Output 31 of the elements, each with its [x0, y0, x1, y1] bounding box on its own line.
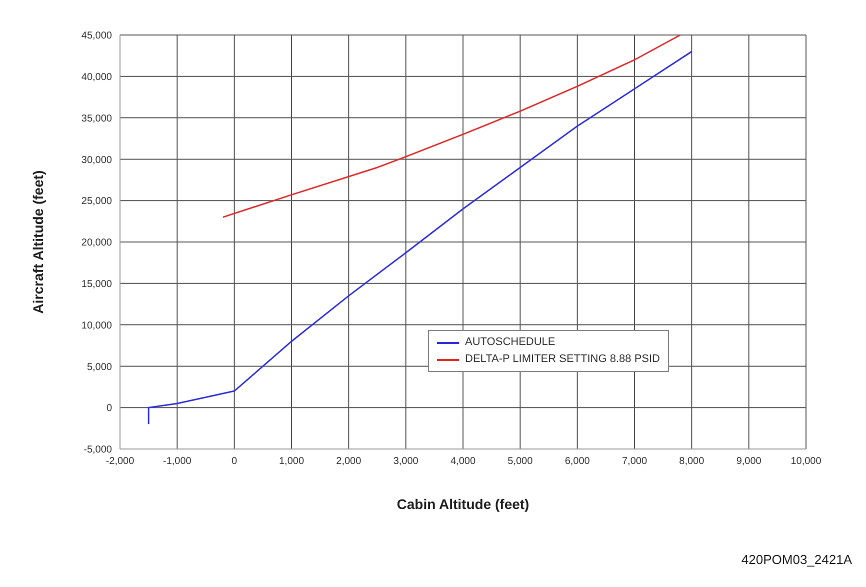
x-tick-label: 10,000 [790, 456, 822, 468]
x-tick-label: 3,000 [393, 456, 419, 468]
legend-label: DELTA-P LIMITER SETTING 8.88 PSID [465, 352, 660, 367]
legend-label: AUTOSCHEDULE [465, 335, 556, 350]
y-tick-label: 35,000 [81, 113, 112, 124]
y-tick-label: 10,000 [81, 320, 112, 332]
x-tick-label: -1,000 [162, 456, 192, 468]
x-tick-label: 4,000 [450, 456, 476, 468]
y-axis-title: Aircraft Altitude (feet) [30, 170, 46, 314]
line-series [222, 35, 681, 218]
x-tick-label: 7,000 [622, 456, 648, 468]
x-tick-label: 6,000 [564, 456, 590, 468]
text: 420POM03_2421A [741, 552, 852, 567]
y-tick-label: 30,000 [81, 154, 112, 166]
line-series [148, 50, 692, 425]
x-tick-label: -2,000 [106, 456, 135, 468]
y-tick-label: 20,000 [81, 238, 112, 249]
y-tick-label: 0 [106, 403, 112, 414]
y-tick-label: 15,000 [81, 278, 112, 290]
x-axis-title: Cabin Altitude (feet) [396, 496, 530, 512]
y-tick-label: 40,000 [81, 72, 112, 83]
x-tick-label: 2,000 [336, 456, 362, 468]
y-tick-label: 45,000 [81, 30, 112, 42]
y-tick-label: 5,000 [86, 362, 112, 373]
y-tick-label: 25,000 [81, 196, 112, 208]
x-tick-label: 8,000 [679, 456, 705, 468]
x-tick-label: 9,000 [736, 456, 762, 468]
x-tick-label: 1,000 [278, 456, 304, 468]
x-tick-label: 0 [232, 456, 238, 468]
x-tick-label: 5,000 [508, 456, 534, 468]
y-tick-label: -5,000 [84, 444, 112, 456]
